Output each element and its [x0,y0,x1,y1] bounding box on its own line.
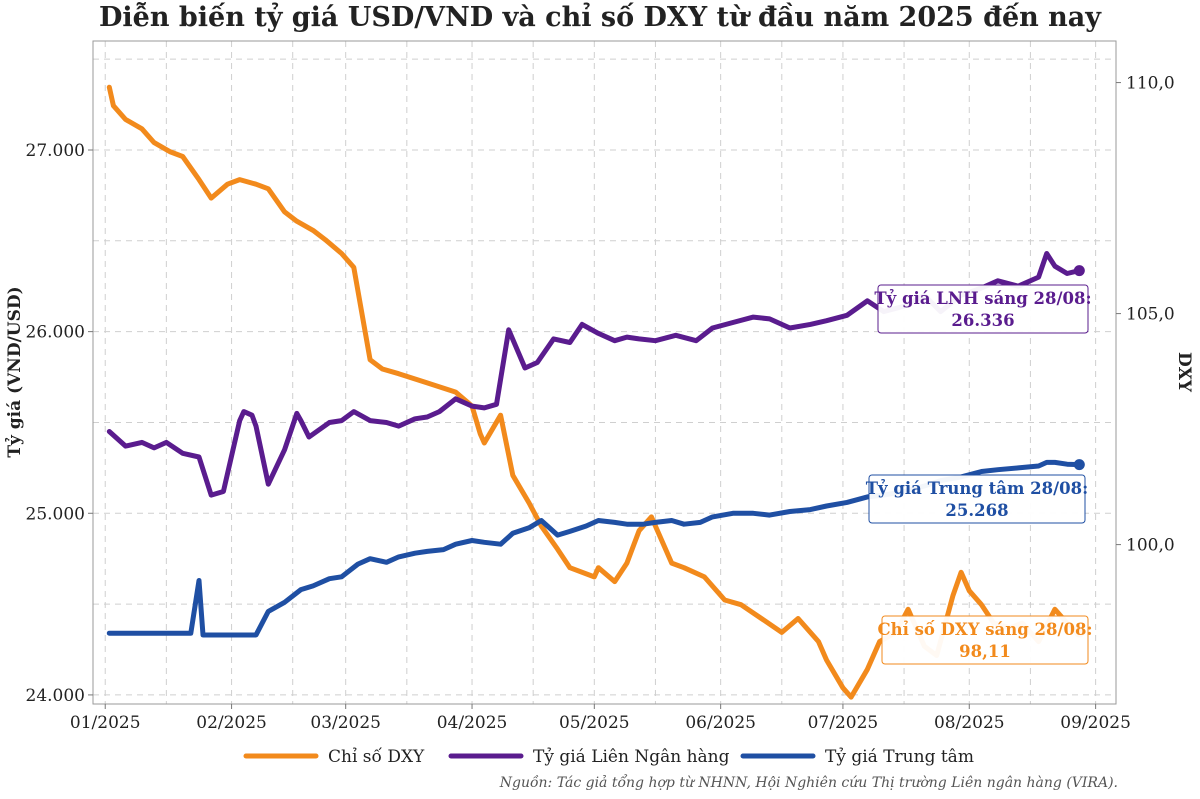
y-tick-label: 27.000 [26,141,85,161]
annotation-value: 25.268 [945,501,1008,520]
annotation-value: 26.336 [951,311,1014,330]
annotation-title: Tỷ giá Trung tâm 28/08: [866,479,1088,498]
annotation-title: Tỷ giá LNH sáng 28/08: [874,289,1091,308]
y-tick-label: 26.000 [26,323,85,343]
source-note: Nguồn: Tác giả tổng hợp từ NHNN, Hội Ngh… [499,773,1118,791]
x-tick-label: 04/2025 [437,713,508,733]
x-tick-label: 08/2025 [934,713,1005,733]
annotation-value: 98,11 [959,642,1011,661]
x-tick-label: 09/2025 [1060,713,1131,733]
legend-label-0: Chỉ số DXY [328,747,425,767]
x-tick-label: 01/2025 [70,713,141,733]
axis-ticks: 01/2025 02/2025 03/2025 04/2025 05/2025 06/20… [26,74,1175,733]
y2-tick-label: 110,0 [1126,74,1175,94]
y2-tick-label: 100,0 [1126,536,1175,556]
annotation-box: Tỷ giá Trung tâm 28/08: 25.268 [866,474,1088,524]
y2-axis-label: DXY [1174,352,1194,393]
annotation-title: Chỉ số DXY sáng 28/08: [877,620,1092,639]
series-endpoint-1 [1073,265,1085,277]
legend-label-2: Tỷ giá Trung tâm [825,747,974,767]
chart-title: Diễn biến tỷ giá USD/VND và chỉ số DXY t… [99,0,1102,33]
series [106,84,1085,700]
plot-frame [92,40,1117,705]
x-tick-label: 02/2025 [196,713,267,733]
y-tick-label: 24.000 [26,686,85,706]
grid [93,41,1116,704]
annotation-frame [877,284,1089,334]
legend-label-1: Tỷ giá Liên Ngân hàng [533,747,730,767]
annotations: Tỷ giá LNH sáng 28/08: 26.336 Tỷ giá Trung… [866,284,1093,665]
annotation-box: Tỷ giá LNH sáng 28/08: 26.336 [874,284,1092,334]
legend: Chỉ số DXY Tỷ giá Liên Ngân hàng Tỷ giá Tr… [243,747,974,767]
x-tick-label: 07/2025 [808,713,879,733]
annotation-box: Chỉ số DXY sáng 28/08: 98,11 [877,615,1093,665]
y-axis-label: Tỷ giá (VND/USD) [5,286,25,457]
series-endpoint-2 [1073,459,1085,471]
x-tick-label: 03/2025 [310,713,381,733]
y-tick-label: 25.000 [26,504,85,524]
x-tick-label: 05/2025 [559,713,630,733]
x-tick-label: 06/2025 [685,713,756,733]
annotation-frame [868,474,1086,524]
y2-tick-label: 105,0 [1126,305,1175,325]
annotation-frame [881,615,1089,665]
